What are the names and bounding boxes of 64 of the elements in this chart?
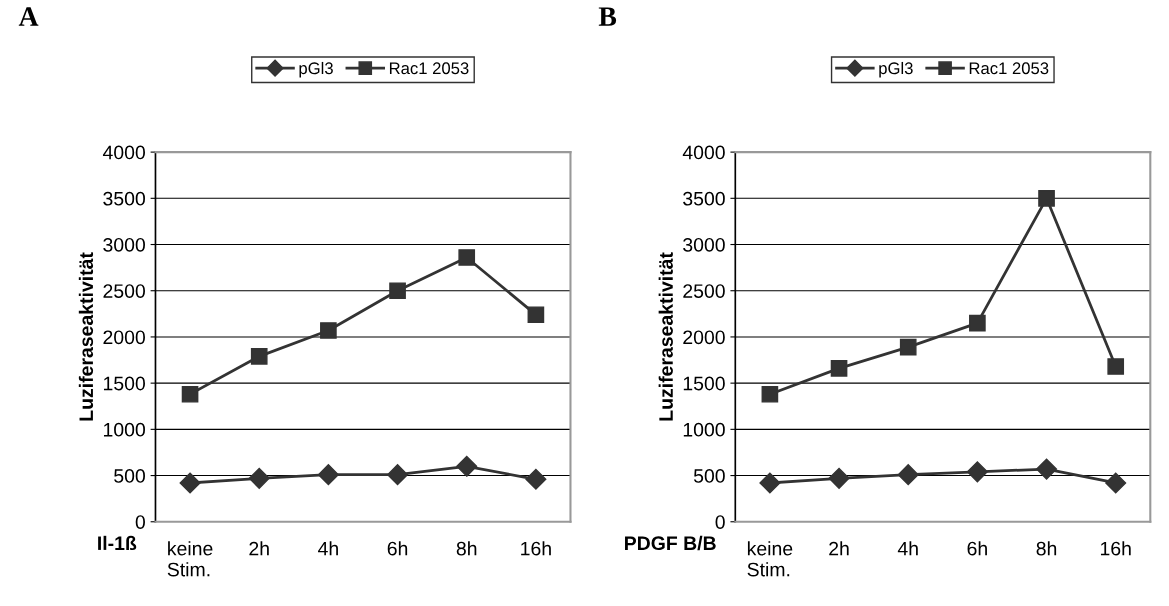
x-tick-label: 2h [249,541,269,556]
y-tick-label: 1500 [683,376,725,391]
x-tick-label: 6h [387,541,408,556]
legend-label: Rac1 2053 [969,62,1049,75]
point [389,282,406,300]
y-tick-label: 3000 [683,237,725,252]
y-tick-label: 4000 [102,145,145,160]
x-tick-label: keine Stim. [747,541,793,577]
y-axis-title: Luziferaseaktivität [658,252,673,421]
x-tick-label: 8h [1036,541,1057,556]
point [1107,358,1125,375]
point [458,249,476,266]
point [179,472,201,494]
y-tick-label: 1500 [103,376,145,391]
point [456,455,478,477]
point [317,464,339,486]
point [387,464,409,486]
y-tick-label: 4000 [682,145,725,160]
x-axis-title: Il-1ß [98,535,137,551]
point [525,468,547,490]
point [181,385,199,403]
point [527,306,545,324]
point [966,461,988,483]
y-tick-label: 0 [135,515,145,529]
y-tick-label: 500 [693,469,725,483]
chart-title: B [598,7,617,26]
y-tick-label: 2000 [683,330,725,345]
point [830,360,848,377]
y-tick-label: 3500 [103,191,145,206]
x-tick-label: 16h [1100,541,1131,556]
point [899,338,917,356]
point [759,472,781,494]
y-tick-label: 3000 [103,237,145,252]
y-tick-label: 500 [114,469,145,483]
point [1036,458,1058,480]
point [250,348,268,365]
y-tick-label: 0 [715,515,725,529]
x-tick-label: 16h [521,541,551,556]
chart-title: A [18,7,39,26]
legend-label: Rac1 2053 [389,62,469,75]
x-tick-label: 6h [967,541,987,556]
point [897,464,919,486]
point [1105,472,1127,494]
y-tick-label: 2500 [103,284,145,298]
point [761,385,779,403]
y-tick-label: 2500 [683,284,725,298]
y-tick-label: 2000 [103,330,145,345]
x-tick-label: keine Stim. [167,541,213,577]
legend-label: pGl3 [299,61,333,78]
x-tick-label: 8h [456,541,477,556]
y-tick-label: 3500 [683,191,725,206]
x-axis-title: PDGF B/B [625,535,716,551]
point [828,467,850,489]
y-tick-label: 1000 [103,422,145,437]
point [248,467,270,489]
point [1038,189,1055,207]
x-tick-label: 4h [897,541,918,556]
x-tick-label: 2h [829,541,849,556]
y-axis-title: Luziferaseaktivität [78,252,94,421]
point [320,322,337,339]
point [969,314,986,332]
legend-label: pGl3 [879,61,913,78]
y-tick-label: 1000 [683,422,725,437]
x-tick-label: 4h [318,541,338,556]
